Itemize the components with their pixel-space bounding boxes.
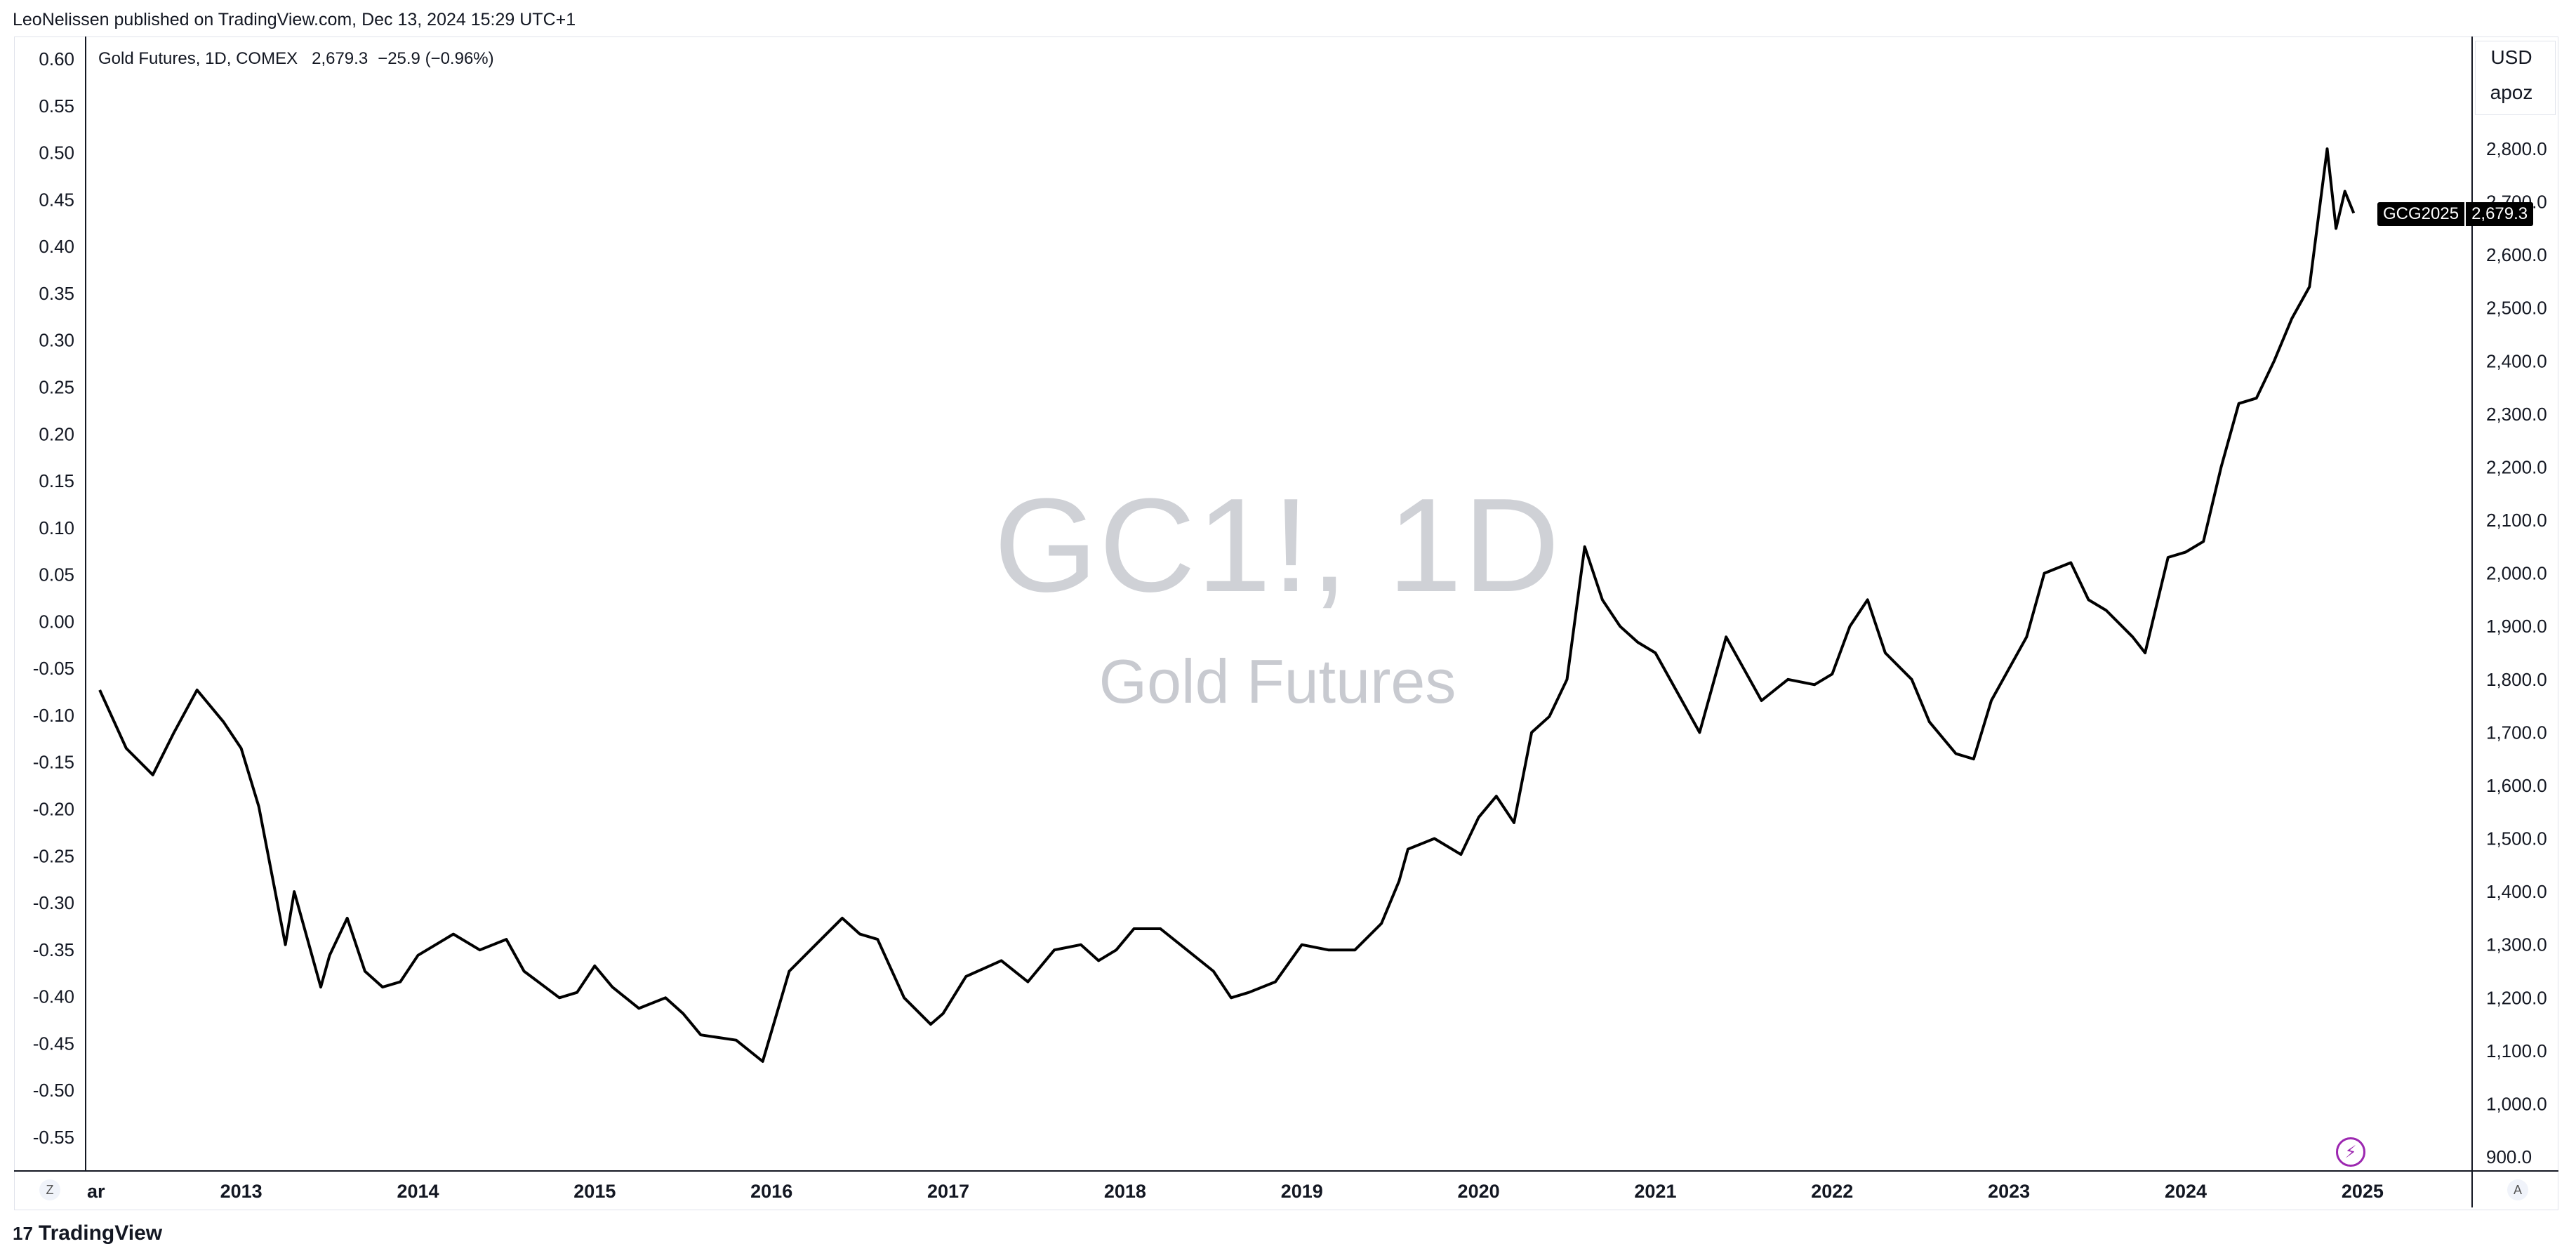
- left-tick-label: 0.15: [39, 470, 74, 491]
- x-tick-label: 2025: [2342, 1181, 2384, 1202]
- chart-frame: [14, 37, 2558, 1210]
- watermark-name: Gold Futures: [1098, 647, 1456, 716]
- right-tick-label: 2,000.0: [2486, 563, 2547, 584]
- footer-brand-name: TradingView: [38, 1221, 163, 1245]
- right-tick-label: 1,200.0: [2486, 987, 2547, 1008]
- unit-label[interactable]: apoz: [2490, 81, 2533, 103]
- left-tick-label: -0.40: [33, 986, 74, 1007]
- price-series-line: [98, 147, 2356, 1063]
- left-tick-label: 0.10: [39, 517, 74, 538]
- right-tick-label: 1,400.0: [2486, 881, 2547, 902]
- left-tick-label: -0.50: [33, 1080, 74, 1101]
- price-tag: GCG2025 2,679.3: [2377, 202, 2534, 226]
- x-tick-label: 2013: [220, 1181, 263, 1202]
- right-tick-label: 2,200.0: [2486, 456, 2547, 477]
- left-tick-label: -0.45: [33, 1033, 74, 1054]
- left-tick-label: 0.00: [39, 611, 74, 632]
- x-tick-label: 2023: [1988, 1181, 2030, 1202]
- price-tag-divider: [2464, 202, 2467, 226]
- unit-box[interactable]: [2475, 41, 2556, 115]
- left-tick-label: 0.30: [39, 330, 74, 351]
- right-tick-label: 1,500.0: [2486, 828, 2547, 849]
- right-tick-label: 2,100.0: [2486, 510, 2547, 531]
- x-tick-label: 2019: [1281, 1181, 1323, 1202]
- auto-scale-button[interactable]: A: [2507, 1179, 2528, 1200]
- left-tick-label: 0.05: [39, 564, 74, 585]
- right-tick-label: 900.0: [2486, 1146, 2532, 1167]
- left-tick-label: 0.20: [39, 423, 74, 444]
- x-tick-label: ar: [87, 1181, 105, 1202]
- left-tick-label: 0.25: [39, 376, 74, 397]
- right-tick-label: 1,100.0: [2486, 1040, 2547, 1061]
- legend-change: −25.9 (−0.96%): [378, 49, 494, 68]
- legend-symbol: Gold Futures, 1D, COMEX: [98, 49, 298, 68]
- right-tick-label: 1,600.0: [2486, 775, 2547, 796]
- right-tick-label: 1,300.0: [2486, 934, 2547, 955]
- x-tick-label: 2016: [750, 1181, 792, 1202]
- right-tick-label: 2,800.0: [2486, 138, 2547, 159]
- right-tick-label: 2,500.0: [2486, 298, 2547, 319]
- footer-brand[interactable]: 17 TradingView: [13, 1221, 162, 1245]
- left-tick-label: -0.15: [33, 752, 74, 773]
- left-tick-label: -0.10: [33, 705, 74, 726]
- right-tick-label: 1,900.0: [2486, 616, 2547, 637]
- lightning-icon[interactable]: ⚡: [2336, 1137, 2365, 1167]
- price-tag-value: 2,679.3: [2471, 204, 2528, 223]
- left-tick-label: -0.35: [33, 939, 74, 960]
- right-tick-label: 2,600.0: [2486, 244, 2547, 265]
- tradingview-logo-icon: 17: [13, 1222, 33, 1244]
- left-tick-label: 0.60: [39, 48, 74, 69]
- x-tick-label: 2014: [397, 1181, 439, 1202]
- x-tick-label: 2018: [1104, 1181, 1146, 1202]
- right-tick-label: 2,400.0: [2486, 350, 2547, 371]
- zoom-corner-button[interactable]: Z: [39, 1179, 60, 1200]
- left-tick-label: 0.45: [39, 189, 74, 210]
- left-tick-label: -0.20: [33, 799, 74, 820]
- right-tick-label: 1,800.0: [2486, 669, 2547, 690]
- symbol-legend[interactable]: Gold Futures, 1D, COMEX 2,679.3 −25.9 (−…: [98, 49, 494, 69]
- x-tick-label: 2021: [1634, 1181, 1676, 1202]
- left-tick-label: -0.55: [33, 1127, 74, 1148]
- x-tick-label: 2015: [573, 1181, 616, 1202]
- x-tick-label: 2020: [1458, 1181, 1500, 1202]
- left-tick-label: 0.55: [39, 95, 74, 117]
- right-tick-label: 1,700.0: [2486, 722, 2547, 743]
- watermark-ticker: GC1!, 1D: [994, 471, 1561, 620]
- right-tick-label: 2,300.0: [2486, 404, 2547, 425]
- currency-label[interactable]: USD: [2490, 46, 2532, 68]
- x-tick-label: 2024: [2165, 1181, 2207, 1202]
- left-tick-label: -0.30: [33, 892, 74, 913]
- x-tick-label: 2022: [1811, 1181, 1853, 1202]
- x-tick-label: 2017: [927, 1181, 969, 1202]
- left-tick-label: -0.25: [33, 845, 74, 866]
- price-tag-symbol: GCG2025: [2383, 204, 2459, 223]
- left-tick-label: 0.50: [39, 143, 74, 164]
- legend-last-price: 2,679.3: [312, 49, 369, 68]
- left-tick-label: -0.05: [33, 658, 74, 679]
- published-header: LeoNelissen published on TradingView.com…: [13, 10, 576, 29]
- left-tick-label: 0.40: [39, 236, 74, 257]
- left-tick-label: 0.35: [39, 283, 74, 304]
- right-tick-label: 1,000.0: [2486, 1093, 2547, 1114]
